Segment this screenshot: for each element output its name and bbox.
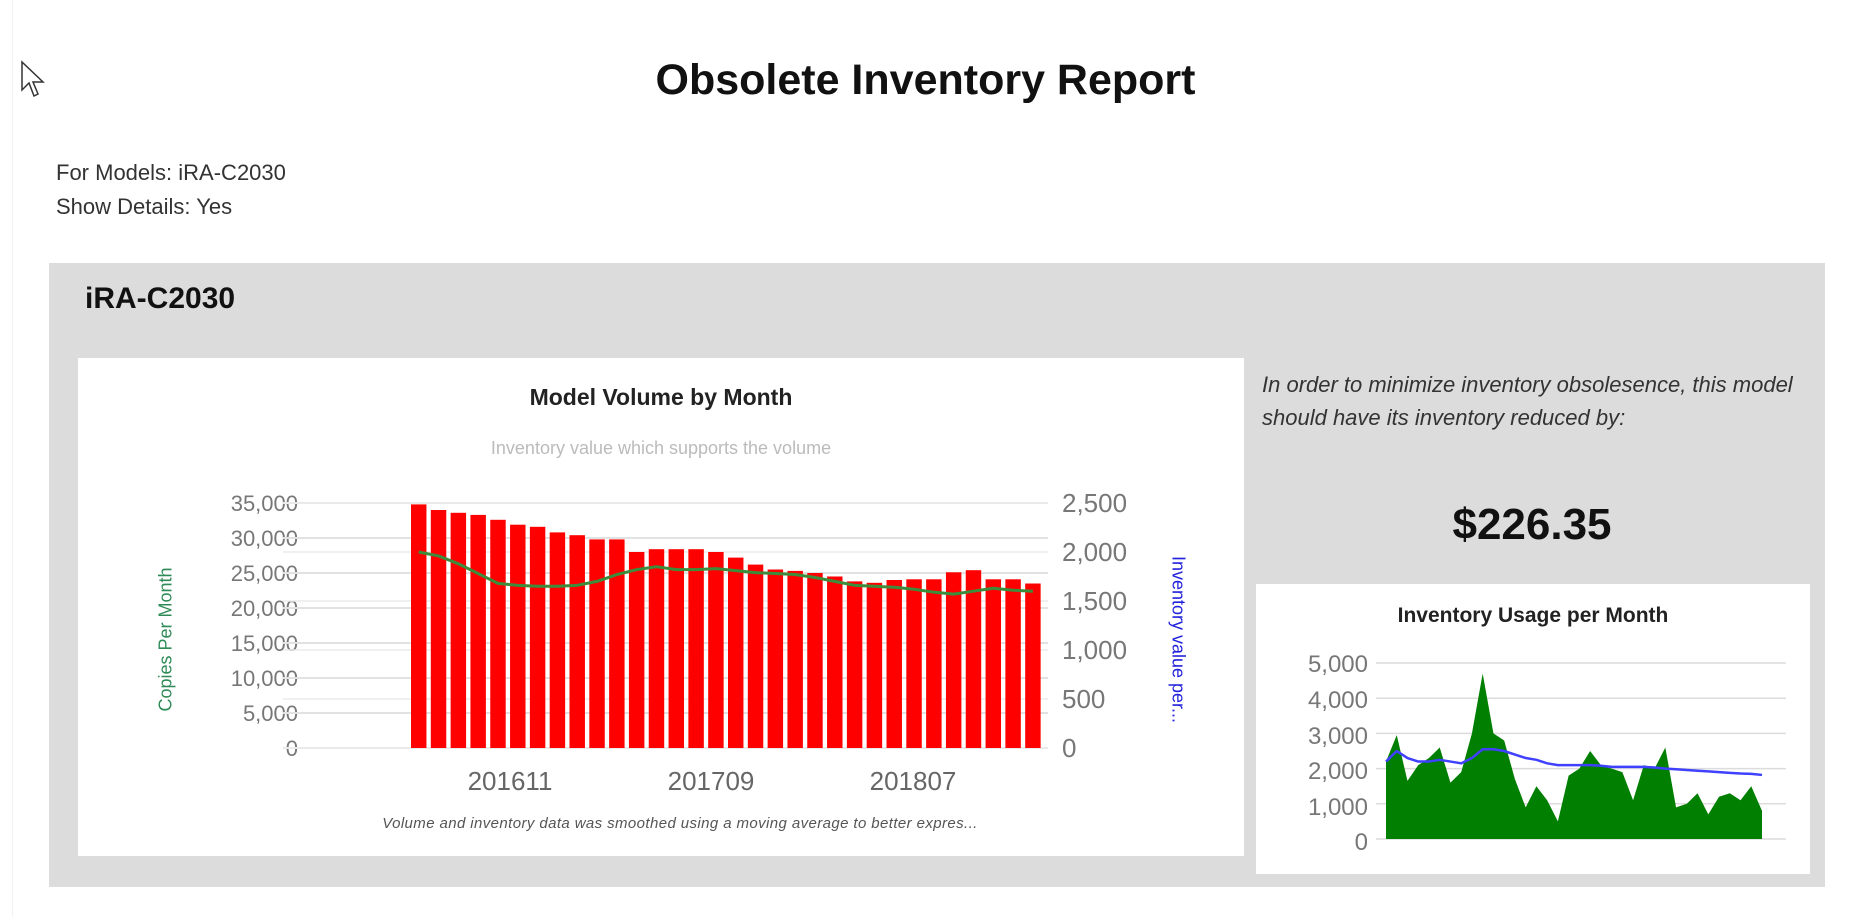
chart-footnote: Volume and inventory data was smoothed u… [382, 815, 978, 832]
y-tick: 1,000 [1307, 794, 1368, 821]
volume-bar [827, 576, 843, 748]
y-tick: 0 [1354, 829, 1368, 856]
volume-bar [747, 564, 764, 748]
volume-bar [926, 579, 942, 748]
volume-bar [985, 579, 1002, 748]
model-heading: iRA-C2030 [85, 282, 236, 315]
volume-bar [807, 573, 823, 748]
param-models-value: iRA-C2030 [178, 160, 286, 185]
reduction-advice-text: In order to minimize inventory obsolesen… [1262, 372, 1793, 430]
volume-bar [490, 519, 506, 748]
chart-title: Model Volume by Month [529, 384, 793, 410]
y-tick: 5,000 [1307, 651, 1368, 678]
y-tick: 2,000 [1307, 758, 1368, 785]
volume-bar [945, 572, 962, 748]
mouse-cursor-icon [21, 60, 45, 98]
usage-area [1386, 673, 1762, 839]
y-tick: 4,000 [1307, 687, 1368, 714]
volume-bar [688, 549, 704, 748]
y-tick-right: 0 [1062, 733, 1077, 763]
volume-bar [1025, 583, 1041, 748]
report-parameters: For Models: iRA-C2030 Show Details: Yes [56, 156, 286, 224]
volume-bar [549, 532, 566, 748]
x-tick: 201807 [869, 766, 957, 796]
volume-bar [1005, 579, 1021, 748]
volume-bar [708, 552, 724, 748]
y-tick-right: 1,000 [1062, 635, 1128, 665]
volume-bar [866, 582, 883, 748]
param-models-label: For Models: [56, 160, 173, 185]
volume-bar [846, 581, 863, 748]
volume-bar [906, 579, 922, 748]
model-volume-chart: Model Volume by Month Inventory value wh… [78, 358, 1244, 856]
param-show-details-label: Show Details: [56, 194, 191, 219]
chart-subtitle: Inventory value which supports the volum… [490, 438, 832, 458]
volume-bar [886, 580, 902, 748]
volume-bar [430, 510, 447, 748]
volume-bar [668, 549, 685, 748]
page-left-border [12, 0, 13, 917]
y-tick-right: 500 [1062, 684, 1106, 714]
volume-bar [411, 504, 427, 748]
chart-title: Inventory Usage per Month [1397, 604, 1669, 627]
x-tick: 201709 [667, 766, 755, 796]
volume-bar [628, 552, 645, 748]
volume-bar [450, 512, 467, 748]
usage-trend-line [1385, 747, 1763, 777]
volume-bar [589, 539, 605, 748]
y-tick-right: 2,500 [1062, 488, 1128, 518]
volume-bar [569, 535, 585, 748]
param-show-details: Show Details: Yes [56, 190, 286, 224]
inventory-value-line [418, 550, 1033, 596]
usage-plot-area [1376, 662, 1786, 840]
param-show-details-value: Yes [196, 194, 233, 219]
volume-bar [609, 539, 625, 748]
inventory-usage-chart: Inventory Usage per Month 5,000 4,000 3,… [1256, 584, 1810, 874]
y-tick-right: 1,500 [1062, 586, 1128, 616]
volume-bar [648, 549, 665, 748]
volume-bar [728, 557, 744, 748]
reduction-amount: $226.35 [1452, 500, 1612, 549]
volume-bar [510, 524, 526, 748]
volume-bar [787, 570, 803, 748]
y-tick-right: 2,000 [1062, 537, 1128, 567]
volume-bar [767, 569, 784, 748]
y-tick: 3,000 [1307, 723, 1368, 750]
x-tick: 201611 [467, 766, 553, 796]
volume-bar [529, 526, 546, 748]
volume-bar [965, 570, 982, 748]
volume-plot-area [283, 502, 1048, 749]
report-title: Obsolete Inventory Report [655, 56, 1196, 104]
param-models: For Models: iRA-C2030 [56, 156, 286, 190]
volume-bar [470, 514, 486, 748]
